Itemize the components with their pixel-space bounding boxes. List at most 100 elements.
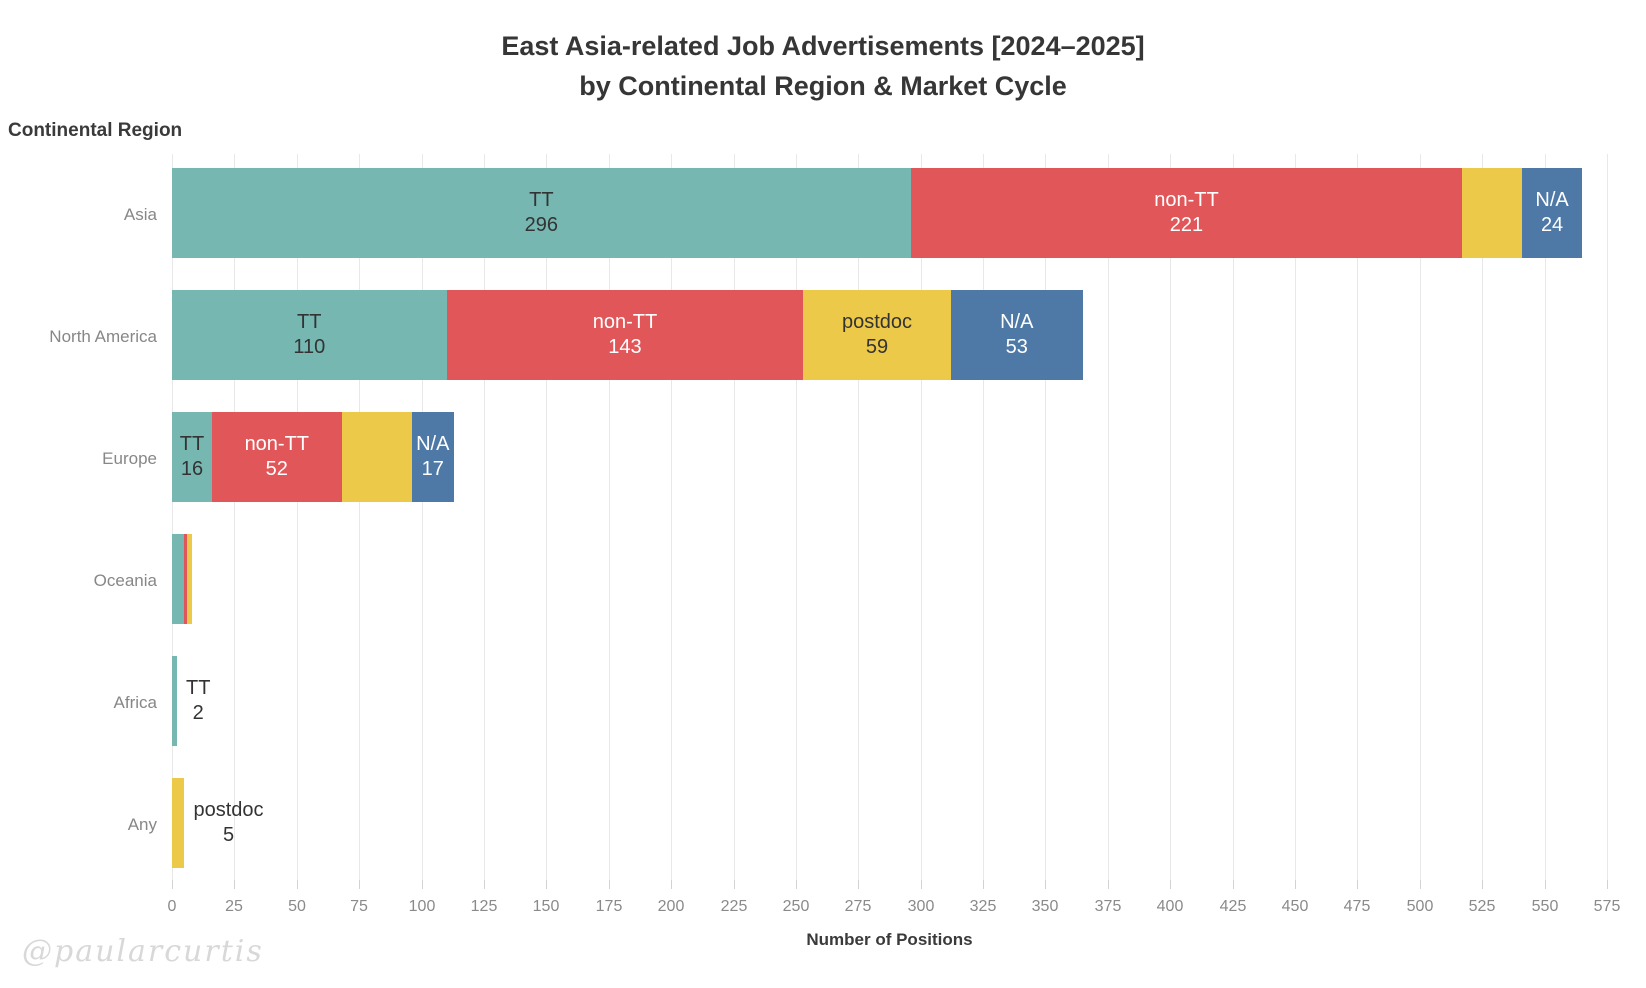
x-tick-label: 400 <box>1156 898 1184 915</box>
gridline <box>1170 154 1171 880</box>
x-tick-label: 50 <box>288 898 306 915</box>
bar-segment[interactable]: non-TT 143 <box>446 290 804 380</box>
segment-value-label: 53 <box>1005 336 1028 358</box>
axis-tick <box>1295 880 1296 889</box>
segment-name-label: N/A <box>416 433 450 455</box>
x-tick-label: 550 <box>1531 898 1559 915</box>
category-label: Africa <box>113 693 157 712</box>
bar-segment[interactable]: TT 110 <box>172 290 447 380</box>
segment-name-label: N/A <box>1535 189 1569 211</box>
axis-tick <box>172 880 173 889</box>
gridline <box>297 154 298 880</box>
axis-tick <box>1607 880 1608 889</box>
axis-tick <box>234 880 235 889</box>
bar-segment[interactable] <box>172 534 185 624</box>
bar-segment[interactable]: postdoc 59 <box>803 290 951 380</box>
segment-value-label: 59 <box>865 336 889 358</box>
axis-tick <box>1108 880 1109 889</box>
x-tick-label: 250 <box>782 898 810 915</box>
gridline <box>609 154 610 880</box>
segment-name-label: non-TT <box>244 433 310 455</box>
axis-tick <box>921 880 922 889</box>
x-axis-title: Number of Positions <box>806 930 973 949</box>
x-tick-label: 25 <box>225 898 243 915</box>
segment-value-label: 17 <box>421 458 444 480</box>
segment-value-label: 16 <box>180 458 204 480</box>
segment-name-label: TT <box>297 311 322 333</box>
bar-segment[interactable] <box>184 534 187 624</box>
segment-name-label: TT <box>185 677 211 699</box>
bar-segment[interactable]: N/A 53 <box>950 290 1083 380</box>
axis-tick <box>546 880 547 889</box>
chart-row: Asia TT 296 non-TT 221 N/A 24 <box>124 154 1607 276</box>
axis-tick <box>671 880 672 889</box>
bar-segment[interactable]: non-TT 52 <box>211 412 342 502</box>
axis-tick <box>1482 880 1483 889</box>
bar-segment[interactable] <box>341 412 412 502</box>
gridline <box>1607 154 1608 880</box>
gridline <box>234 154 235 880</box>
x-tick-label: 375 <box>1094 898 1122 915</box>
bar-segment[interactable] <box>1462 168 1523 258</box>
bar-segment[interactable]: N/A 24 <box>1522 168 1583 258</box>
x-tick-label: 350 <box>1031 898 1059 915</box>
category-label: Any <box>127 815 157 834</box>
chart-row: North America TT 110 non-TT 143 postdoc 59 N/A 5… <box>49 276 1607 398</box>
gridline <box>1420 154 1421 880</box>
category-label: Asia <box>123 205 157 224</box>
x-tick-label: 100 <box>408 898 436 915</box>
bar-segment[interactable] <box>172 656 177 746</box>
x-tick-label: 225 <box>720 898 748 915</box>
bar-segment[interactable]: non-TT 221 <box>910 168 1463 258</box>
x-tick-label: 575 <box>1593 898 1621 915</box>
chart-row: Europe TT 16 non-TT 52 N/A 17 <box>102 398 1607 520</box>
gridline <box>1482 154 1483 880</box>
x-tick-label: 275 <box>844 898 872 915</box>
x-tick-label: 425 <box>1219 898 1247 915</box>
segment-name-label: postdoc <box>841 311 913 333</box>
segment-name-label: TT <box>179 433 205 455</box>
gridline <box>734 154 735 880</box>
axis-tick <box>734 880 735 889</box>
segment-outside-label: TT 2 <box>186 656 210 746</box>
category-label: Oceania <box>93 571 157 590</box>
gridline <box>359 154 360 880</box>
stacked-bar: TT 16 non-TT 52 N/A 17 <box>172 412 454 502</box>
stacked-bar: TT 296 non-TT 221 N/A 24 <box>172 168 1583 258</box>
category-label: North America <box>49 327 157 346</box>
segment-value-label: 2 <box>192 702 204 724</box>
gridline <box>484 154 485 880</box>
x-tick-label: 300 <box>907 898 935 915</box>
bar-segment[interactable]: N/A 17 <box>411 412 454 502</box>
gridline <box>1545 154 1546 880</box>
gridline <box>422 154 423 880</box>
x-tick-label: 450 <box>1281 898 1309 915</box>
bar-segment[interactable] <box>186 534 192 624</box>
segment-name-label: non-TT <box>592 311 658 333</box>
x-tick-label: 200 <box>657 898 685 915</box>
bar-segment[interactable]: TT 296 <box>172 168 911 258</box>
segment-outside-label: postdoc 5 <box>193 778 263 868</box>
chart-row: Any postdoc 5 <box>128 764 1607 886</box>
axis-tick <box>1045 880 1046 889</box>
stacked-bar: TT 2 <box>172 656 210 746</box>
axis-tick <box>297 880 298 889</box>
gridline <box>546 154 547 880</box>
axis-tick <box>484 880 485 889</box>
gridline <box>1295 154 1296 880</box>
gridline <box>858 154 859 880</box>
watermark: @paularcurtis <box>22 934 264 969</box>
gridline <box>1108 154 1109 880</box>
x-tick-label: 0 <box>167 898 177 915</box>
bar-segment[interactable]: TT 16 <box>172 412 212 502</box>
segment-value-label: 110 <box>293 336 326 358</box>
x-tick-label: 525 <box>1468 898 1496 915</box>
bar-segment[interactable] <box>172 778 185 868</box>
stacked-bar: postdoc 5 <box>172 778 264 868</box>
x-tick-label: 125 <box>470 898 498 915</box>
axis-tick <box>422 880 423 889</box>
segment-value-label: 24 <box>1540 214 1564 236</box>
x-tick-label: 475 <box>1343 898 1371 915</box>
segment-value-label: 296 <box>524 214 559 236</box>
axis-tick <box>1545 880 1546 889</box>
